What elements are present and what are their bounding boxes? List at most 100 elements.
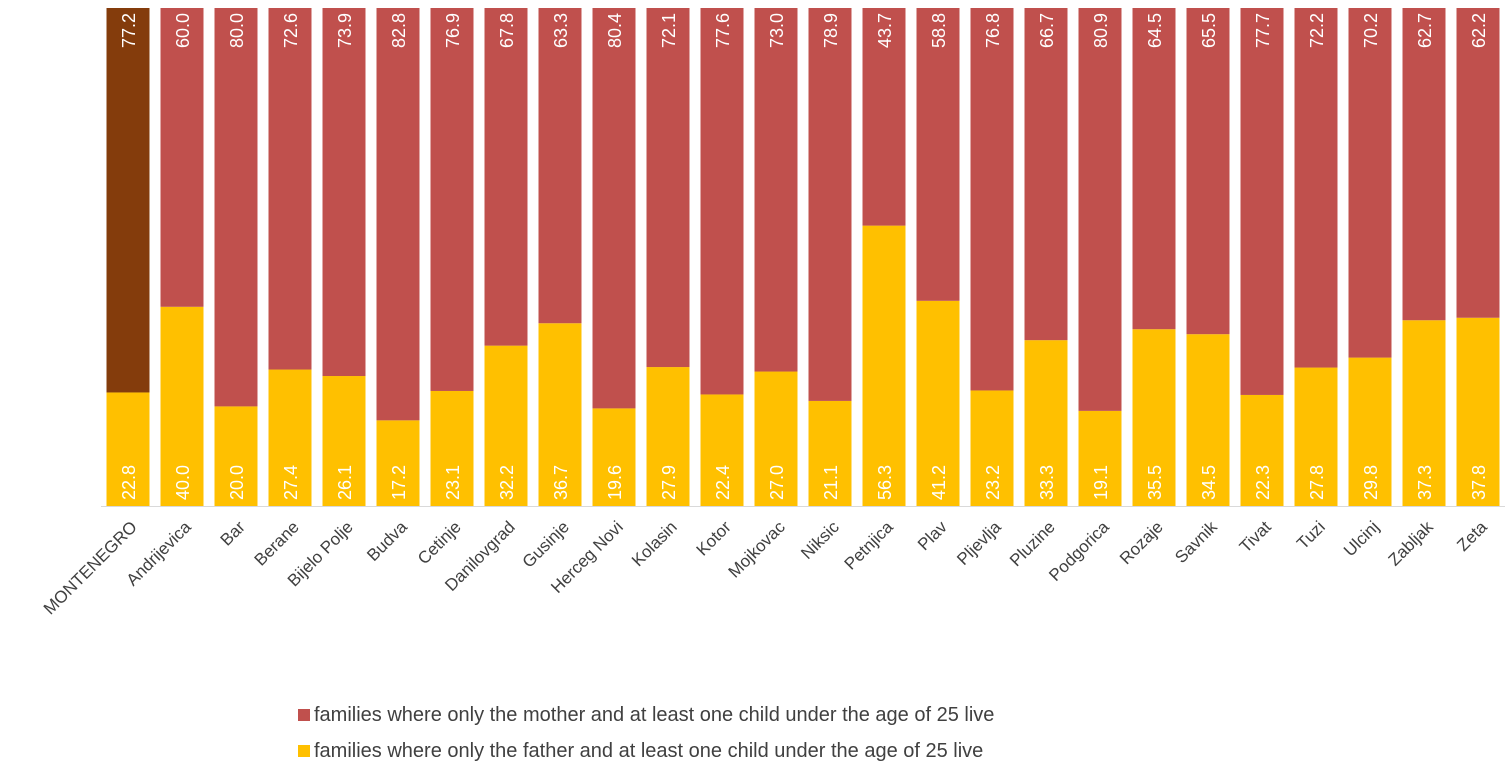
bar-segment-mother-5 xyxy=(376,8,420,421)
legend-swatch-father xyxy=(298,745,310,757)
data-label-mother-22: 72.2 xyxy=(1307,13,1327,48)
data-label-father-3: 27.4 xyxy=(281,465,301,500)
bar-segment-father-23 xyxy=(1348,357,1392,506)
data-label-mother-23: 70.2 xyxy=(1361,13,1381,48)
bar-segment-mother-11 xyxy=(700,8,744,395)
bar-segment-father-18 xyxy=(1078,410,1122,506)
bar-segment-mother-17 xyxy=(1024,8,1068,341)
legend-swatch-mother xyxy=(298,709,310,721)
x-tick-label-3: Berane xyxy=(251,517,303,569)
x-tick-label-2: Bar xyxy=(217,517,249,549)
x-tick-label-13: Niksic xyxy=(797,517,843,563)
bar-segment-father-12 xyxy=(754,371,798,506)
legend-item-mother: families where only the mother and at le… xyxy=(298,697,994,733)
bar-segment-mother-15 xyxy=(916,8,960,301)
data-label-father-6: 23.1 xyxy=(443,465,463,500)
x-tick-label-10: Kolasin xyxy=(628,517,681,570)
bar-segment-mother-23 xyxy=(1348,8,1392,358)
x-tick-label-5: Budva xyxy=(363,517,411,565)
data-label-mother-8: 63.3 xyxy=(551,13,571,48)
bar-segment-father-1 xyxy=(160,306,204,506)
data-label-mother-25: 62.2 xyxy=(1469,13,1489,48)
data-label-father-16: 23.2 xyxy=(983,465,1003,500)
bar-segment-father-24 xyxy=(1402,320,1446,506)
bar-segment-mother-12 xyxy=(754,8,798,372)
bar-segment-mother-22 xyxy=(1294,8,1338,368)
x-tick-label-17: Pluzine xyxy=(1006,517,1059,570)
bar-segment-mother-1 xyxy=(160,8,204,307)
bar-segment-mother-25 xyxy=(1456,8,1500,318)
data-label-mother-15: 58.8 xyxy=(929,13,949,48)
x-tick-label-16: Pljevlja xyxy=(953,517,1005,569)
bar-segment-mother-7 xyxy=(484,8,528,346)
bar-segment-mother-3 xyxy=(268,8,312,370)
x-tick-label-18: Podgorica xyxy=(1045,517,1113,585)
data-label-mother-14: 43.7 xyxy=(875,13,895,48)
data-label-mother-18: 80.9 xyxy=(1091,13,1111,48)
data-label-father-4: 26.1 xyxy=(335,465,355,500)
bar-segment-mother-21 xyxy=(1240,8,1284,395)
bar-segment-father-25 xyxy=(1456,317,1500,506)
data-label-father-24: 37.3 xyxy=(1415,465,1435,500)
data-label-mother-12: 73.0 xyxy=(767,13,787,48)
data-label-father-25: 37.8 xyxy=(1469,465,1489,500)
data-label-mother-16: 76.8 xyxy=(983,13,1003,48)
data-label-mother-7: 67.8 xyxy=(497,13,517,48)
bar-segment-mother-4 xyxy=(322,8,366,377)
data-label-father-2: 20.0 xyxy=(227,465,247,500)
data-label-mother-21: 77.7 xyxy=(1253,13,1273,48)
bar-segment-mother-10 xyxy=(646,8,690,368)
data-label-mother-9: 80.4 xyxy=(605,13,625,48)
data-label-father-22: 27.8 xyxy=(1307,465,1327,500)
data-label-mother-4: 73.9 xyxy=(335,13,355,48)
x-tick-label-15: Plav xyxy=(914,517,951,554)
x-tick-label-24: Zabljak xyxy=(1385,517,1438,570)
data-label-father-9: 19.6 xyxy=(605,465,625,500)
data-label-father-21: 22.3 xyxy=(1253,465,1273,500)
data-label-father-13: 21.1 xyxy=(821,465,841,500)
legend-label-mother: families where only the mother and at le… xyxy=(314,703,995,726)
data-label-father-15: 41.2 xyxy=(929,465,949,500)
data-label-mother-0: 77.2 xyxy=(119,13,139,48)
bar-segment-mother-14 xyxy=(862,8,906,226)
bar-segment-mother-8 xyxy=(538,8,582,324)
x-tick-label-11: Kotor xyxy=(693,517,735,559)
bar-segment-father-10 xyxy=(646,367,690,506)
bar-segment-father-19 xyxy=(1132,329,1176,506)
data-label-father-0: 22.8 xyxy=(119,465,139,500)
data-label-father-12: 27.0 xyxy=(767,465,787,500)
x-tick-label-6: Cetinje xyxy=(414,517,465,568)
data-label-mother-11: 77.6 xyxy=(713,13,733,48)
data-label-father-1: 40.0 xyxy=(173,465,193,500)
bar-segment-mother-0 xyxy=(106,8,150,393)
data-label-father-10: 27.9 xyxy=(659,465,679,500)
bar-segment-mother-9 xyxy=(592,8,636,409)
data-label-mother-24: 62.7 xyxy=(1415,13,1435,48)
data-label-mother-19: 64.5 xyxy=(1145,13,1165,48)
bar-segment-mother-6 xyxy=(430,8,474,391)
data-label-mother-20: 65.5 xyxy=(1199,13,1219,48)
bar-segment-father-22 xyxy=(1294,367,1338,506)
bar-segment-father-5 xyxy=(376,420,420,506)
bar-segment-mother-24 xyxy=(1402,8,1446,321)
data-label-father-17: 33.3 xyxy=(1037,465,1057,500)
data-labels-layer: 22.8 77.2 40.0 60.0 20.0 80.0 27.4 72.6 26.1 73.9… xyxy=(119,13,1489,500)
x-tick-label-25: Zeta xyxy=(1453,517,1491,555)
bar-segment-father-11 xyxy=(700,394,744,506)
bar-segment-father-14 xyxy=(862,225,906,506)
bar-segment-mother-19 xyxy=(1132,8,1176,330)
data-label-father-11: 22.4 xyxy=(713,465,733,500)
bar-segment-father-2 xyxy=(214,406,258,506)
data-label-father-5: 17.2 xyxy=(389,465,409,500)
data-label-father-20: 34.5 xyxy=(1199,465,1219,500)
bar-segment-father-21 xyxy=(1240,394,1284,506)
bar-segment-father-17 xyxy=(1024,340,1068,506)
data-label-mother-13: 78.9 xyxy=(821,13,841,48)
bar-segment-mother-13 xyxy=(808,8,852,401)
data-label-mother-6: 76.9 xyxy=(443,13,463,48)
bar-segment-father-20 xyxy=(1186,334,1230,506)
bar-segment-father-4 xyxy=(322,376,366,506)
bar-segment-father-6 xyxy=(430,390,474,506)
bar-segment-father-3 xyxy=(268,369,312,506)
